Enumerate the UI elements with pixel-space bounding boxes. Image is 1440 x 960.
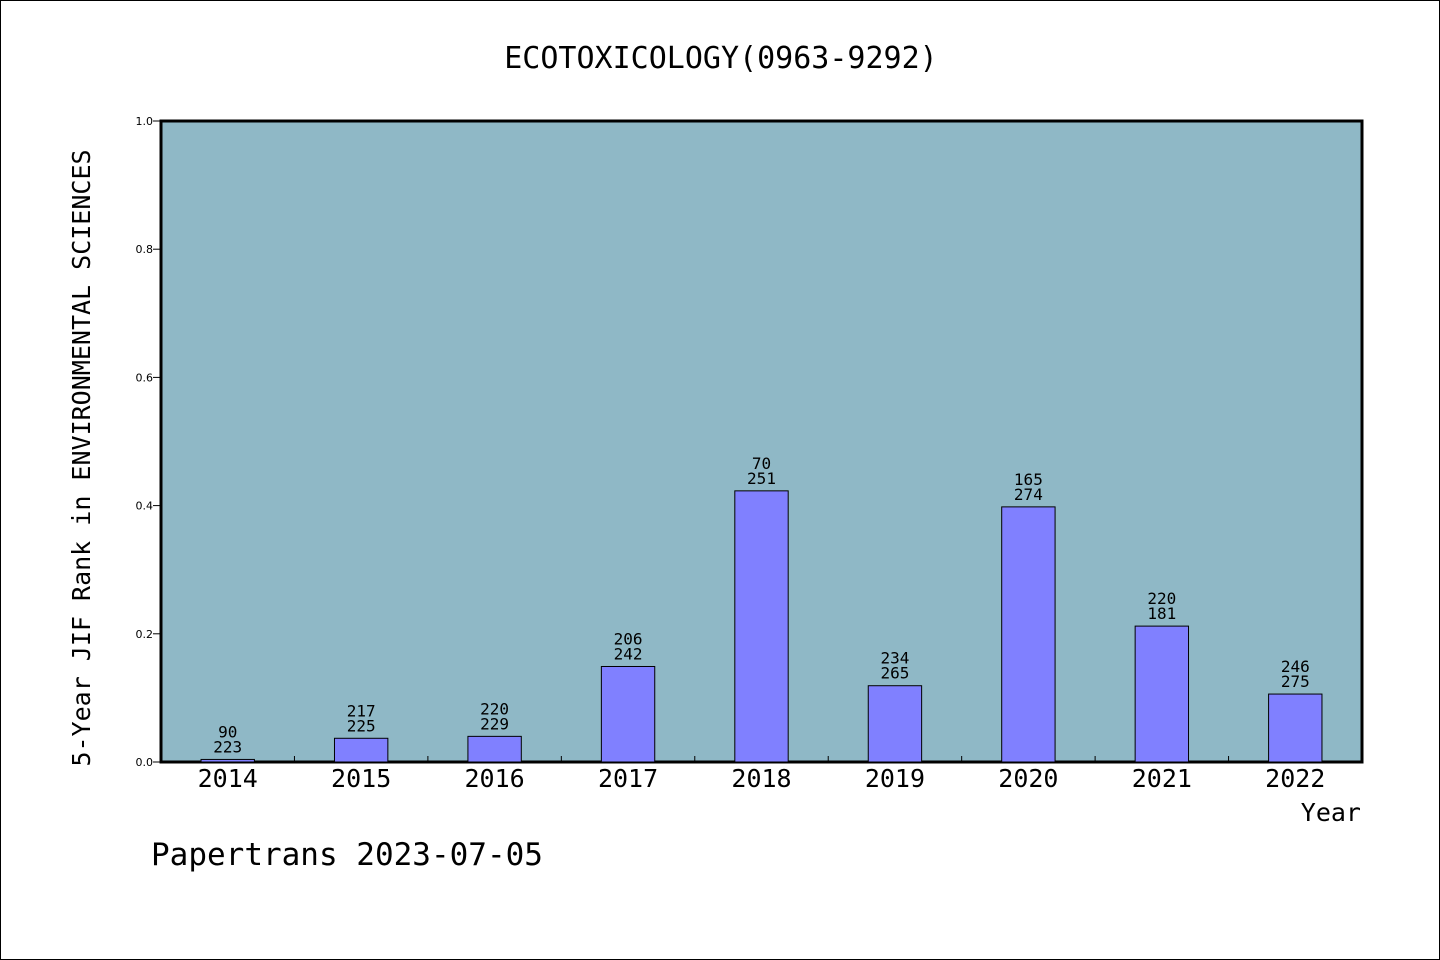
bar-label-top: 90 (218, 722, 237, 741)
y-tick-label: 0.2 (136, 628, 154, 641)
y-tick-label: 0.0 (136, 756, 154, 769)
chart-title: ECOTOXICOLOGY(0963-9292) (504, 41, 937, 76)
bar-label-top: 220 (1147, 589, 1176, 608)
bar-label-top: 246 (1281, 657, 1310, 676)
bar (600, 665, 656, 763)
x-axis-ticks (293, 756, 1230, 762)
bar (1268, 693, 1323, 763)
x-tick-label: 2020 (998, 764, 1058, 793)
bar-label-bottom: 229 (480, 714, 509, 733)
bar-label-top: 70 (752, 454, 771, 473)
bar (734, 490, 789, 763)
bar-label-top: 217 (347, 701, 376, 720)
bar-label-bottom: 275 (1281, 672, 1310, 691)
bar-label-bottom: 181 (1147, 604, 1176, 623)
bar-label-top: 206 (614, 629, 643, 648)
footer-text: Papertrans 2023-07-05 (151, 837, 543, 873)
x-tick-label: 2018 (731, 764, 791, 793)
y-axis-label: 5-Year JIF Rank in ENVIRONMENTAL SCIENCE… (67, 149, 96, 766)
x-tick-label: 2014 (198, 764, 258, 793)
x-axis-tick-labels: 2014 2015 2016 2017 2018 2019 2020 2021 2022 (198, 764, 1326, 793)
x-tick-label: 2022 (1265, 764, 1325, 793)
bar-label-bottom: 251 (747, 469, 776, 488)
x-tick-label: 2016 (465, 764, 525, 793)
bar-label-bottom: 225 (347, 716, 376, 735)
bar (1134, 625, 1190, 763)
bar (867, 685, 923, 763)
bar-label-bottom: 274 (1014, 485, 1043, 504)
y-tick-label: 0.8 (136, 243, 154, 256)
bar-label-bottom: 242 (614, 644, 643, 663)
bar (200, 758, 255, 763)
bar (467, 735, 522, 763)
x-axis-label: Year (1301, 798, 1361, 827)
y-axis-ticks: 0.0 0.2 0.4 0.6 0.8 1.0 (136, 115, 161, 769)
x-tick-label: 2015 (331, 764, 391, 793)
y-tick-label: 1.0 (136, 115, 154, 128)
bar-label-top: 165 (1014, 470, 1043, 489)
y-tick-label: 0.4 (136, 500, 154, 513)
bar-series (200, 490, 1323, 763)
bar (1001, 506, 1056, 763)
bar-labels: 9022321722522022920624270251234265165274… (213, 454, 1309, 757)
bar-label-bottom: 223 (213, 737, 242, 756)
bar-label-top: 234 (880, 649, 909, 668)
x-tick-label: 2021 (1132, 764, 1192, 793)
y-tick-label: 0.6 (136, 371, 154, 384)
bar (333, 737, 389, 763)
x-tick-label: 2017 (598, 764, 658, 793)
x-tick-label: 2019 (865, 764, 925, 793)
bar-label-bottom: 265 (880, 664, 909, 683)
bar-label-top: 220 (480, 699, 509, 718)
